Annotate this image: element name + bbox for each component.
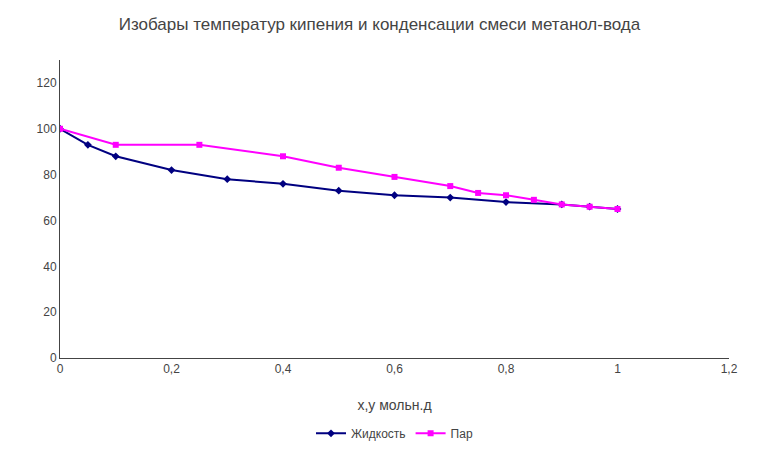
svg-text:Изобары температур кипения и к: Изобары температур кипения и конденсации… xyxy=(119,15,641,34)
svg-text:60: 60 xyxy=(43,214,57,228)
svg-text:х,у мольн.д: х,у мольн.д xyxy=(357,397,431,413)
svg-text:80: 80 xyxy=(43,168,57,182)
svg-text:0,6: 0,6 xyxy=(386,362,403,376)
svg-text:1,2: 1,2 xyxy=(721,362,738,376)
svg-text:120: 120 xyxy=(37,76,57,90)
svg-text:0,2: 0,2 xyxy=(163,362,180,376)
svg-text:0,4: 0,4 xyxy=(275,362,292,376)
svg-text:0: 0 xyxy=(57,362,64,376)
svg-text:Жидкость: Жидкость xyxy=(351,427,406,441)
svg-text:40: 40 xyxy=(43,260,57,274)
svg-text:20: 20 xyxy=(43,305,57,319)
svg-text:1: 1 xyxy=(614,362,621,376)
svg-text:100: 100 xyxy=(37,122,57,136)
svg-text:Пар: Пар xyxy=(451,427,473,441)
svg-text:0,8: 0,8 xyxy=(498,362,515,376)
svg-text:0: 0 xyxy=(50,351,57,365)
